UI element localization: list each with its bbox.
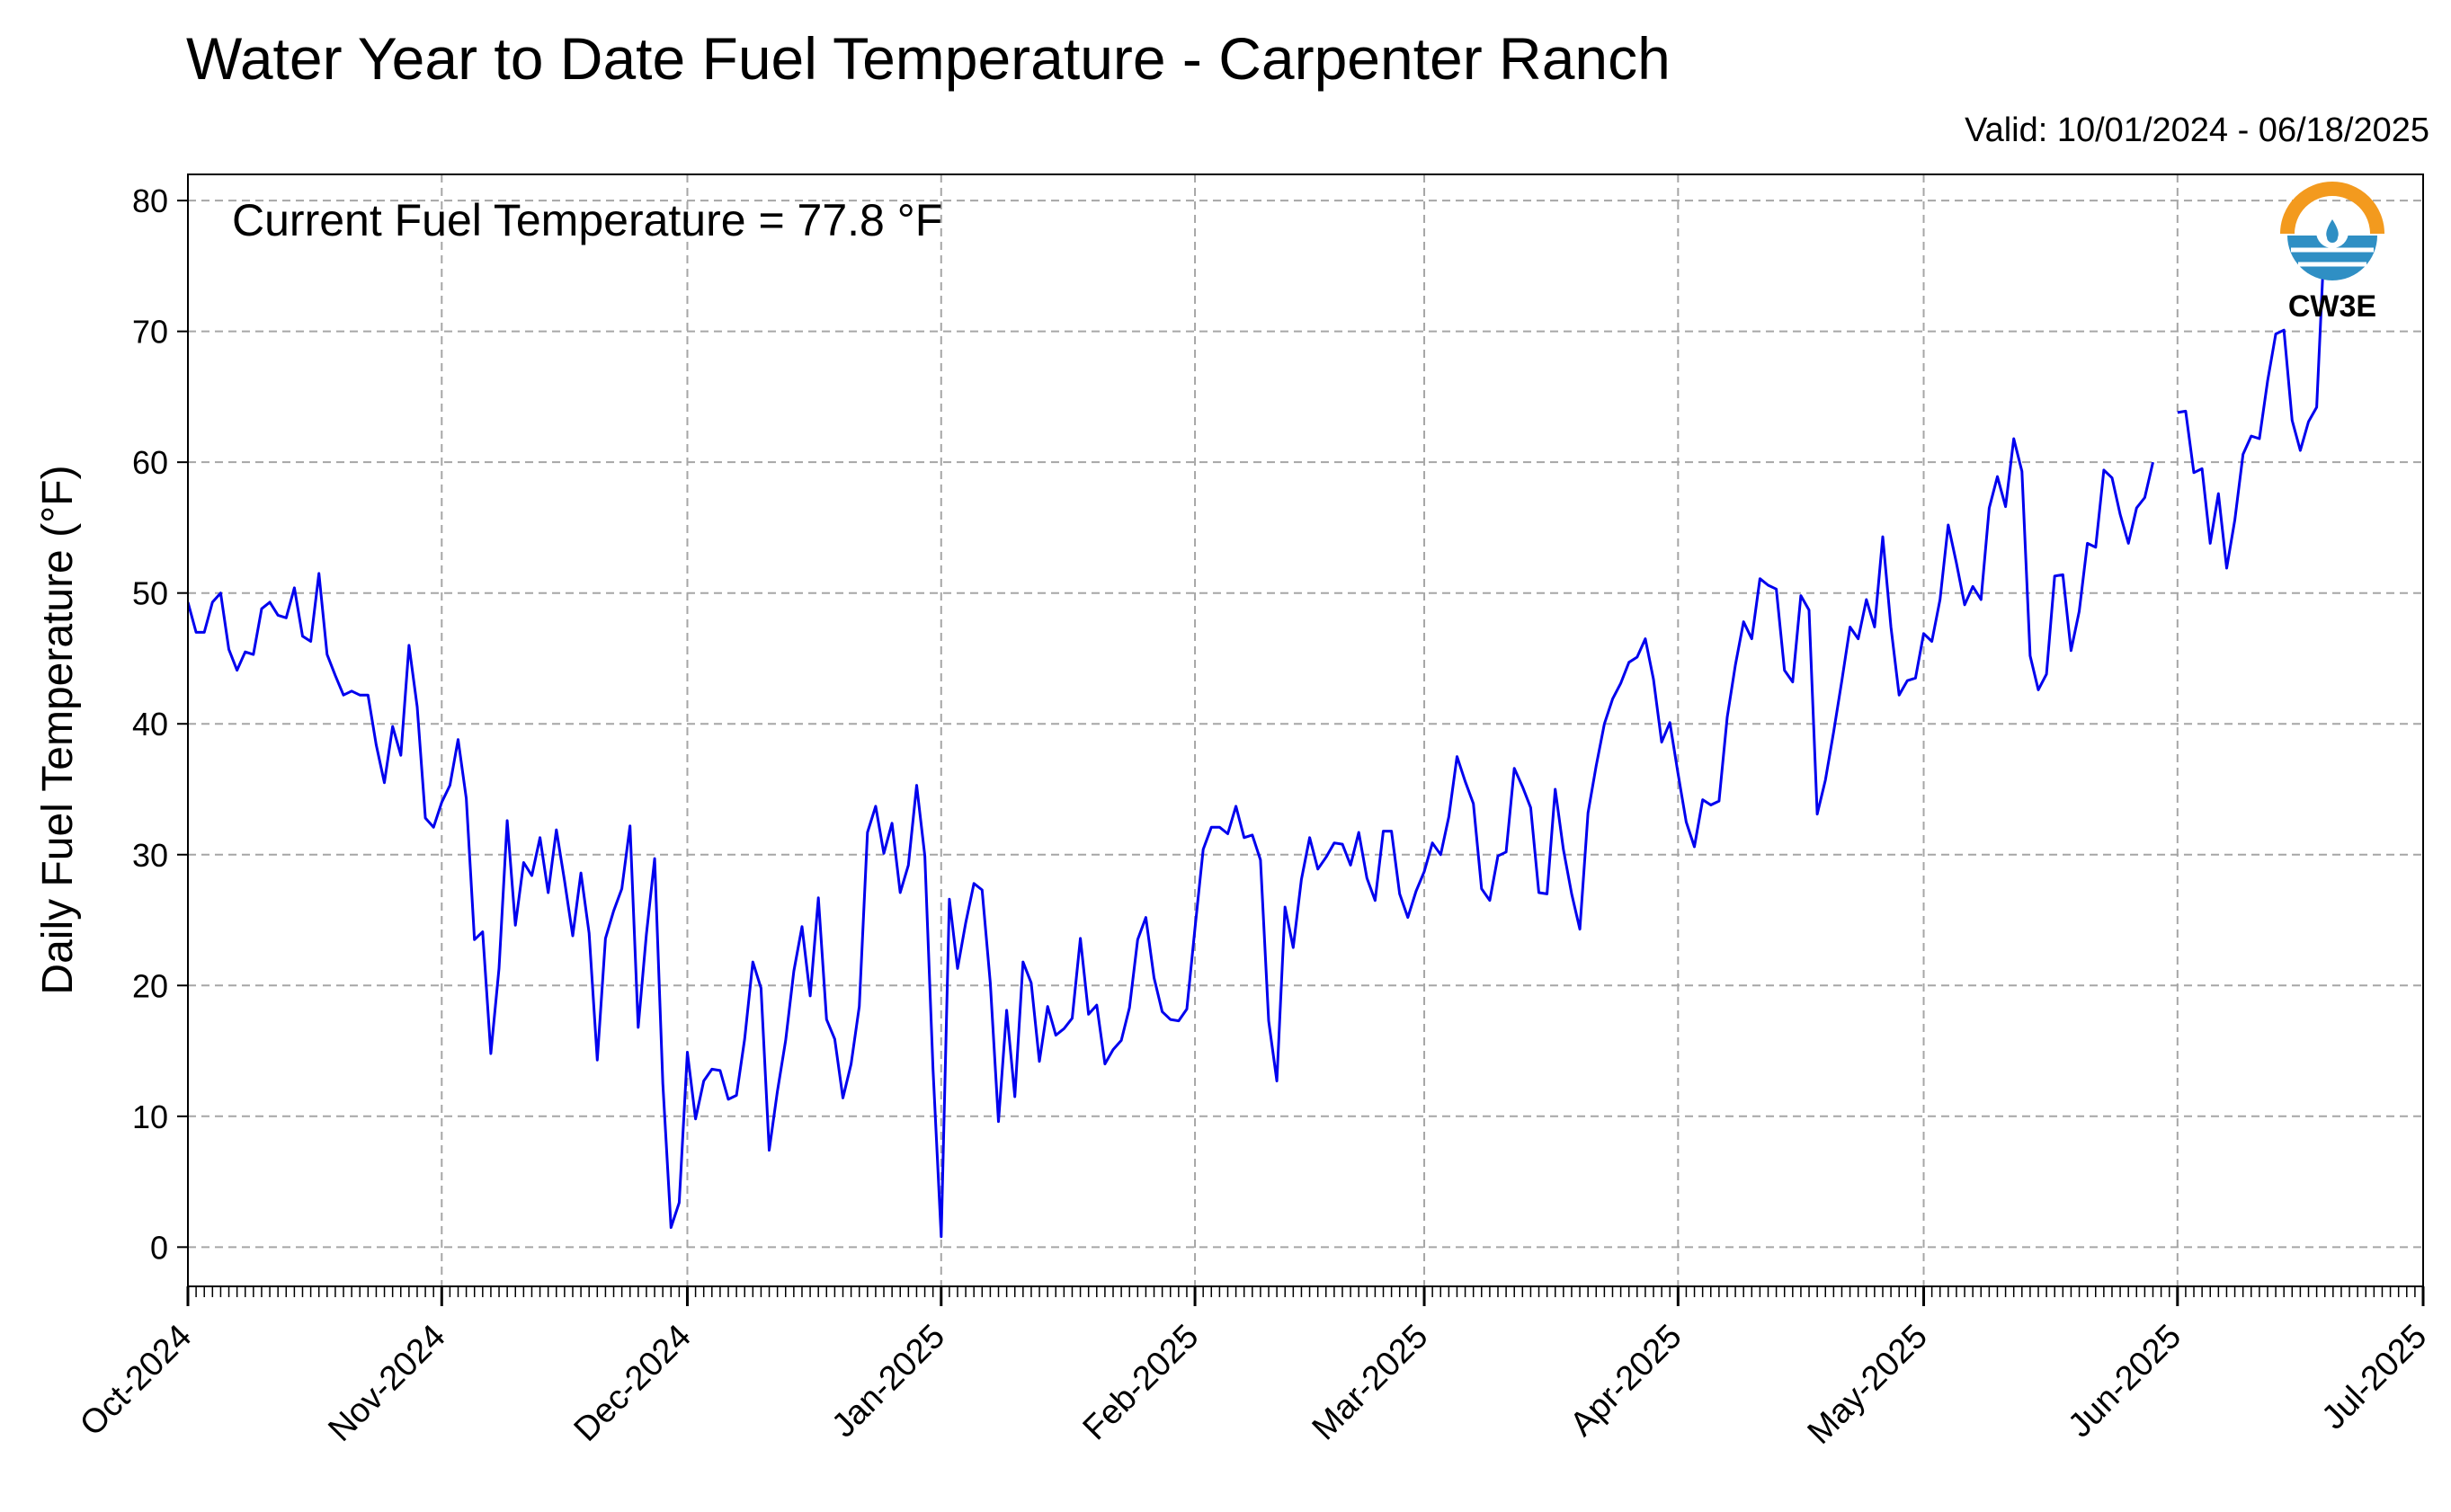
- y-tick-label: 80: [132, 182, 168, 219]
- y-tick-label: 20: [132, 967, 168, 1004]
- y-axis-label: Daily Fuel Temperature (°F): [34, 465, 82, 994]
- current-temperature-annotation: Current Fuel Temperature = 77.8 °F: [232, 195, 942, 245]
- fuel-temperature-line: [2177, 229, 2327, 570]
- gridlines: [188, 174, 2423, 1286]
- chart-title: Water Year to Date Fuel Temperature - Ca…: [186, 25, 1671, 92]
- x-tick-label: Dec-2024: [567, 1318, 699, 1449]
- y-tick-label: 70: [132, 314, 168, 351]
- y-tick-label: 10: [132, 1098, 168, 1135]
- series-group: [188, 229, 2327, 1239]
- y-tick-label: 0: [150, 1229, 168, 1266]
- valid-date-range: Valid: 10/01/2024 - 06/18/2025: [1965, 111, 2429, 149]
- y-tick-label: 50: [132, 575, 168, 612]
- axis-ticks: [177, 200, 2425, 1306]
- y-tick-label: 60: [132, 444, 168, 481]
- plot-area-frame: [187, 173, 2424, 1287]
- x-tick-label: Jul-2025: [2315, 1318, 2435, 1437]
- x-tick-label: Oct-2024: [73, 1318, 199, 1444]
- x-tick-label: Feb-2025: [1076, 1318, 1207, 1448]
- x-tick-label: Apr-2025: [1563, 1318, 1689, 1444]
- x-tick-label: Nov-2024: [321, 1318, 452, 1449]
- y-tick-label: 40: [132, 706, 168, 743]
- cw3e-logo-text: CW3E: [2288, 289, 2376, 324]
- y-tick-label: 30: [132, 837, 168, 874]
- x-tick-label: Jun-2025: [2061, 1318, 2188, 1445]
- axis-labels: 0 10 20 30 40 50 60 70 80 Oct-2024 Nov-2024 Dec-202…: [73, 182, 2434, 1452]
- fuel-temperature-line: [188, 437, 2154, 1239]
- x-tick-label: Mar-2025: [1306, 1318, 1436, 1448]
- x-tick-label: Jan-2025: [824, 1318, 952, 1445]
- cw3e-logo-icon: [2280, 182, 2384, 280]
- x-tick-label: May-2025: [1801, 1318, 1935, 1452]
